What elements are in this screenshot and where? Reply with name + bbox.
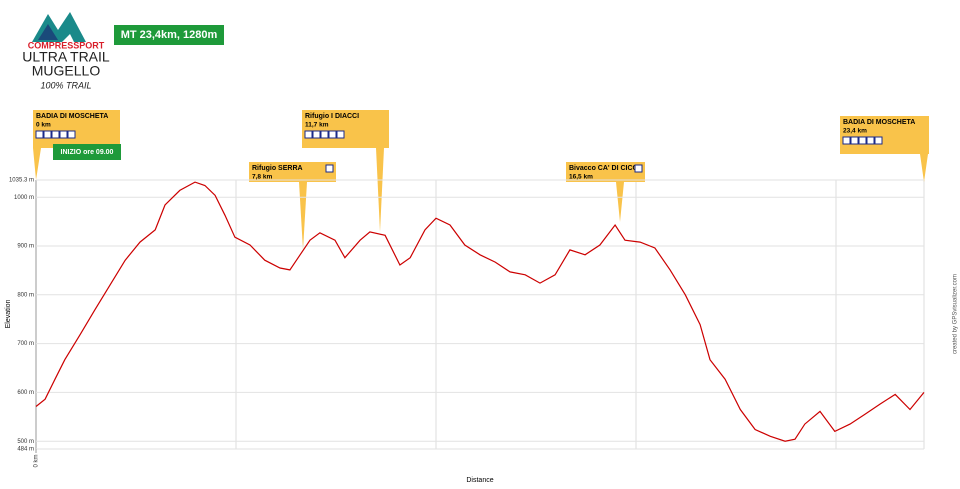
elevation-line bbox=[35, 181, 925, 442]
callout-box bbox=[840, 116, 929, 154]
badge: MT 23,4km, 1280m bbox=[121, 29, 218, 41]
credit: created by GPSvisualizer.com bbox=[953, 274, 959, 354]
y-tick-label: 1000 m bbox=[14, 195, 34, 201]
callout-box bbox=[33, 110, 120, 148]
start-label: INIZIO ore 09.00 bbox=[61, 149, 114, 156]
y-tick-label: 500 m bbox=[17, 439, 34, 445]
y-tick-label: 600 m bbox=[17, 390, 34, 396]
callout-title: BADIA DI MOSCHETA bbox=[36, 113, 108, 120]
service-icon bbox=[59, 130, 68, 139]
callout-pointer bbox=[299, 182, 307, 250]
service-icon bbox=[858, 136, 867, 145]
callout-title: BADIA DI MOSCHETA bbox=[843, 119, 915, 126]
logo-line: MUGELLO bbox=[32, 63, 101, 79]
service-icon bbox=[312, 130, 321, 139]
service-icon bbox=[866, 136, 875, 145]
service-icon bbox=[67, 130, 76, 139]
y-tick-label: 484 m bbox=[17, 447, 34, 453]
y-axis-label: Elevation bbox=[5, 299, 12, 328]
callout-km: 0 km bbox=[36, 122, 51, 129]
service-icon bbox=[43, 130, 52, 139]
service-icon bbox=[874, 136, 883, 145]
brand: COMPRESSPORT bbox=[28, 40, 105, 50]
service-icon bbox=[842, 136, 851, 145]
service-icon bbox=[304, 130, 313, 139]
start-box bbox=[53, 144, 121, 160]
service-icon bbox=[634, 164, 643, 173]
logo: COMPRESSPORT ULTRA TRAIL MUGELLO 100% TR… bbox=[22, 12, 110, 90]
logo-tag: 100% TRAIL bbox=[40, 80, 91, 90]
logo-line: ULTRA TRAIL bbox=[22, 49, 110, 65]
callout-pointer bbox=[616, 182, 624, 222]
service-icon bbox=[850, 136, 859, 145]
callout-pointer bbox=[920, 154, 928, 182]
service-icon bbox=[320, 130, 329, 139]
callout-km: 16,5 km bbox=[569, 174, 593, 181]
service-icon bbox=[325, 164, 334, 173]
x-tick-label: 0 km bbox=[34, 454, 40, 467]
callout-title: Bivacco CA' DI CICCI bbox=[569, 165, 640, 172]
callout-box bbox=[302, 110, 389, 148]
service-icon bbox=[328, 130, 337, 139]
callout-pointer bbox=[376, 148, 384, 232]
y-tick-label: 800 m bbox=[17, 292, 34, 298]
badge-box bbox=[114, 25, 224, 45]
callout-title: Rifugio I DIACCI bbox=[305, 113, 359, 120]
service-icon bbox=[35, 130, 44, 139]
callout-title: Rifugio SERRA bbox=[252, 165, 303, 172]
callout-box bbox=[249, 162, 336, 182]
service-icon bbox=[51, 130, 60, 139]
x-axis-label: Distance bbox=[466, 477, 493, 484]
callout-km: 11,7 km bbox=[305, 122, 329, 129]
y-tick-label: 700 m bbox=[17, 341, 34, 347]
callout-box bbox=[566, 162, 645, 182]
callout-km: 23,4 km bbox=[843, 128, 867, 135]
callout-pointer bbox=[33, 148, 41, 180]
callout-km: 7,8 km bbox=[252, 174, 272, 181]
logo-mountain bbox=[38, 24, 58, 40]
service-icon bbox=[336, 130, 345, 139]
y-tick-label: 900 m bbox=[17, 244, 34, 250]
y-tick-label: 1035.3 m bbox=[9, 178, 34, 184]
